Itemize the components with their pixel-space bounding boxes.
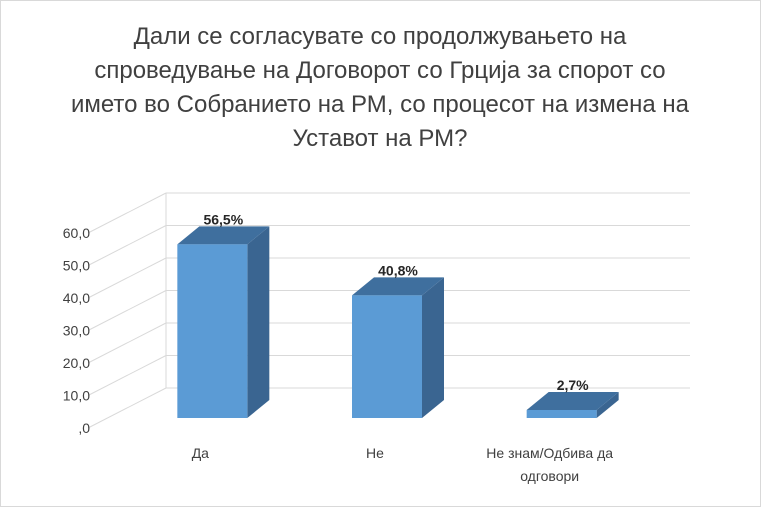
x-tick-label: Да (192, 445, 209, 461)
gridline-side (87, 257, 167, 299)
bar (526, 410, 597, 418)
y-tick-label: 20,0 (63, 355, 90, 371)
x-tick-label: одговори (520, 468, 579, 484)
bar-top (526, 392, 619, 410)
bar-top (352, 277, 444, 296)
bar-side (422, 277, 444, 418)
gridline-side (87, 192, 167, 234)
gridline-side (87, 355, 167, 396)
gridline-side (87, 290, 167, 331)
bar-top (177, 226, 270, 245)
data-label: 2,7% (557, 377, 589, 393)
chart-title: Дали се согласувате со продолжувањето на… (70, 23, 690, 152)
y-tick-label: 40,0 (63, 290, 90, 306)
y-tick-label: 10,0 (63, 388, 90, 404)
gridline-side (87, 225, 167, 266)
bar (177, 244, 248, 418)
y-tick-label: ,0 (78, 420, 90, 436)
x-tick-label: Не знам/Одбива да (486, 445, 613, 461)
data-label: 40,8% (378, 262, 418, 278)
bar-side (596, 392, 619, 418)
gridline-side (87, 387, 167, 429)
x-tick-label: Не (366, 445, 384, 461)
data-label: 56,5% (203, 211, 243, 227)
bar (352, 295, 422, 418)
bar-side (247, 226, 270, 418)
gridline-side (87, 322, 167, 364)
y-tick-label: 30,0 (63, 323, 90, 339)
y-tick-label: 60,0 (63, 225, 90, 241)
y-tick-label: 50,0 (63, 258, 90, 274)
